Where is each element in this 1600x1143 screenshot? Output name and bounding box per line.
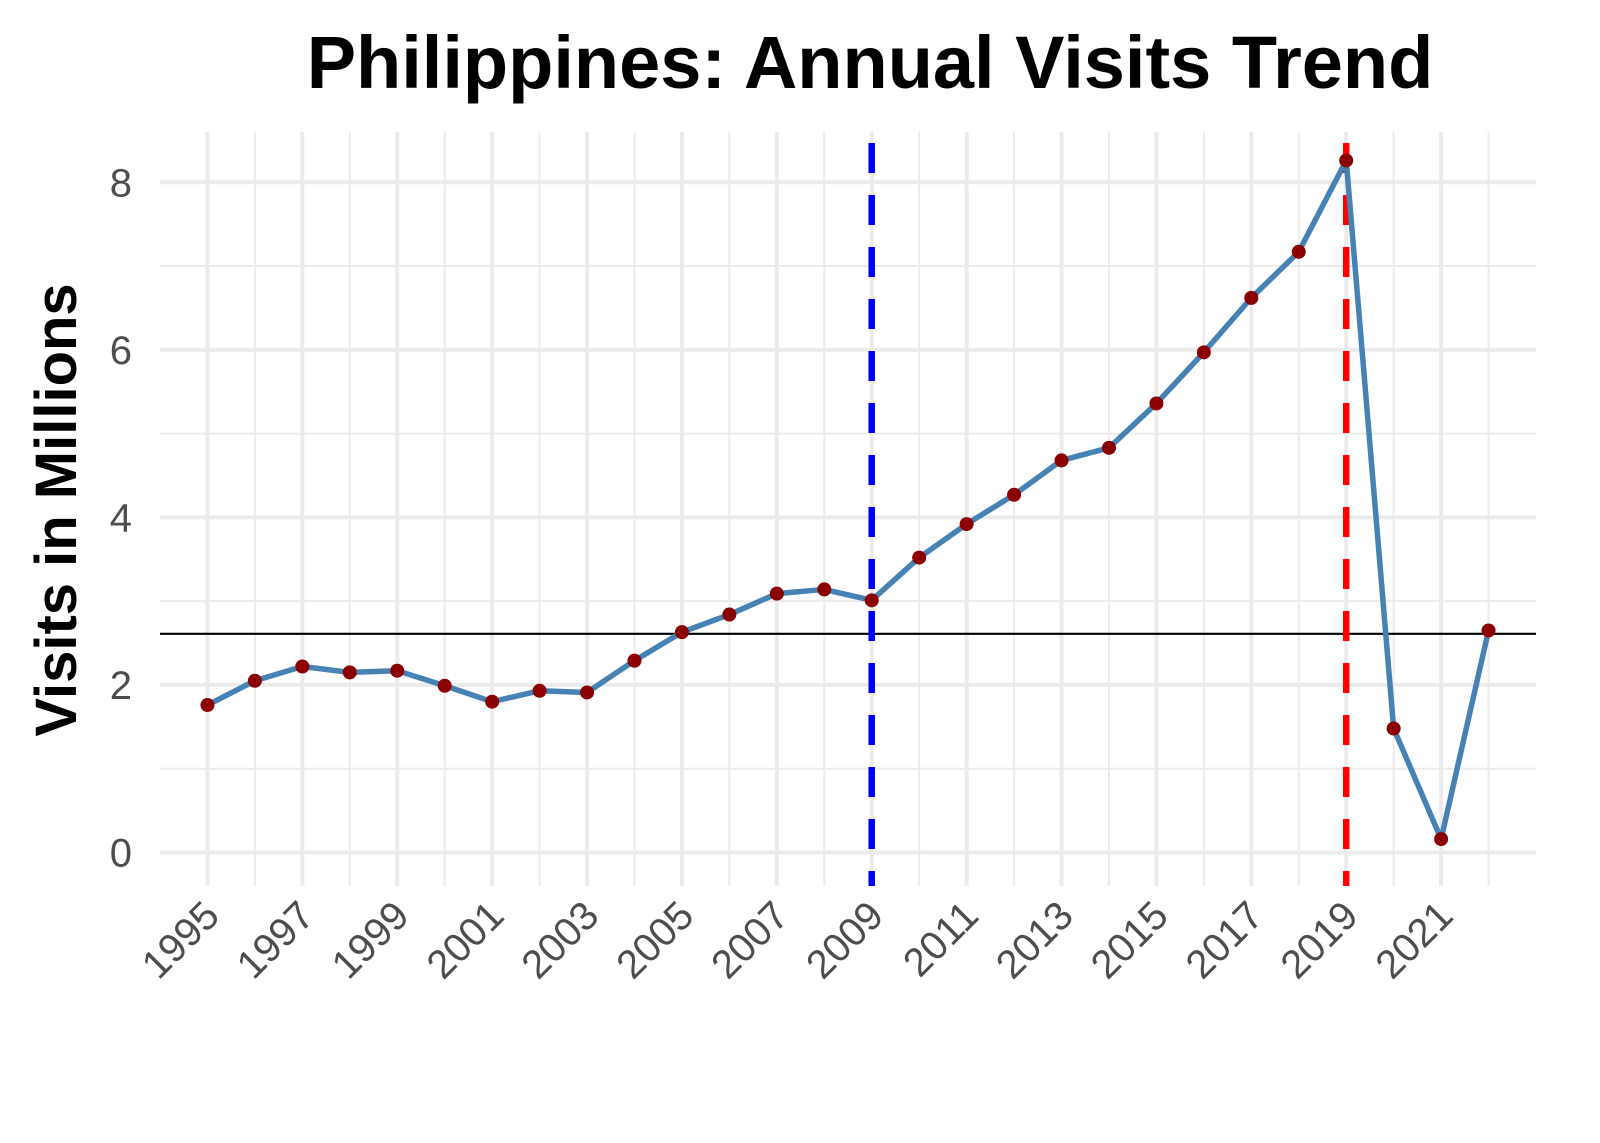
y-tick-label: 4 bbox=[110, 496, 132, 540]
series-line bbox=[204, 157, 1492, 842]
data-point-2001 bbox=[485, 694, 500, 709]
data-point-2020 bbox=[1386, 721, 1401, 736]
data-point-1995 bbox=[200, 698, 215, 713]
data-point-2014 bbox=[1101, 440, 1116, 455]
x-tick-labels: 1995 1997 1999 2001 2003 2005 2007 2009 2011 2013… bbox=[134, 893, 1462, 987]
data-point-1999 bbox=[390, 663, 405, 678]
data-point-2021 bbox=[1434, 832, 1449, 847]
data-point-2005 bbox=[674, 625, 689, 640]
y-axis-label: Visits in Millions bbox=[24, 283, 89, 736]
data-point-1996 bbox=[247, 673, 262, 688]
data-point-2009 bbox=[864, 593, 879, 608]
data-point-2004 bbox=[627, 653, 642, 668]
x-tick-label: 2019 bbox=[1273, 893, 1367, 987]
chart-title: Philippines: Annual Visits Trend bbox=[307, 21, 1434, 104]
y-tick-label: 0 bbox=[110, 831, 132, 875]
minor-gridlines bbox=[160, 132, 1536, 886]
y-tick-label: 2 bbox=[110, 664, 132, 708]
data-point-1997 bbox=[295, 659, 310, 674]
x-tick-label: 1999 bbox=[324, 893, 418, 987]
data-point-2016 bbox=[1196, 345, 1211, 360]
data-point-2018 bbox=[1291, 244, 1306, 259]
y-tick-label: 8 bbox=[110, 161, 132, 205]
series-points-group bbox=[200, 153, 1496, 847]
y-tick-label: 6 bbox=[110, 329, 132, 373]
data-point-2000 bbox=[437, 678, 452, 693]
reference-lines bbox=[160, 143, 1536, 886]
data-point-2002 bbox=[532, 683, 547, 698]
data-point-2003 bbox=[580, 685, 595, 700]
data-point-2015 bbox=[1149, 396, 1164, 411]
x-tick-label: 2017 bbox=[1178, 893, 1272, 987]
x-tick-label: 2009 bbox=[798, 893, 892, 987]
x-tick-label: 2013 bbox=[988, 893, 1082, 987]
y-tick-labels: 0 2 4 6 8 bbox=[110, 161, 132, 875]
data-point-1998 bbox=[342, 665, 357, 680]
data-point-2008 bbox=[817, 582, 832, 597]
x-tick-label: 2007 bbox=[703, 893, 797, 987]
data-point-2012 bbox=[1007, 487, 1022, 502]
x-tick-label: 2021 bbox=[1367, 893, 1461, 987]
data-point-2011 bbox=[959, 517, 974, 532]
data-point-2013 bbox=[1054, 453, 1069, 468]
data-point-2007 bbox=[769, 586, 784, 601]
x-tick-label: 2015 bbox=[1083, 893, 1177, 987]
data-point-2022 bbox=[1481, 623, 1496, 638]
series-line-group bbox=[204, 157, 1492, 842]
data-point-2006 bbox=[722, 607, 737, 622]
major-gridlines bbox=[160, 132, 1536, 886]
data-point-2017 bbox=[1244, 290, 1259, 305]
x-tick-label: 2003 bbox=[513, 893, 607, 987]
data-point-2010 bbox=[912, 550, 927, 565]
x-tick-label: 1997 bbox=[229, 893, 323, 987]
x-tick-label: 2005 bbox=[608, 893, 702, 987]
x-tick-label: 2011 bbox=[895, 893, 987, 985]
x-tick-label: 1995 bbox=[134, 893, 228, 987]
data-point-2019 bbox=[1339, 153, 1354, 168]
x-tick-label: 2001 bbox=[418, 893, 512, 987]
